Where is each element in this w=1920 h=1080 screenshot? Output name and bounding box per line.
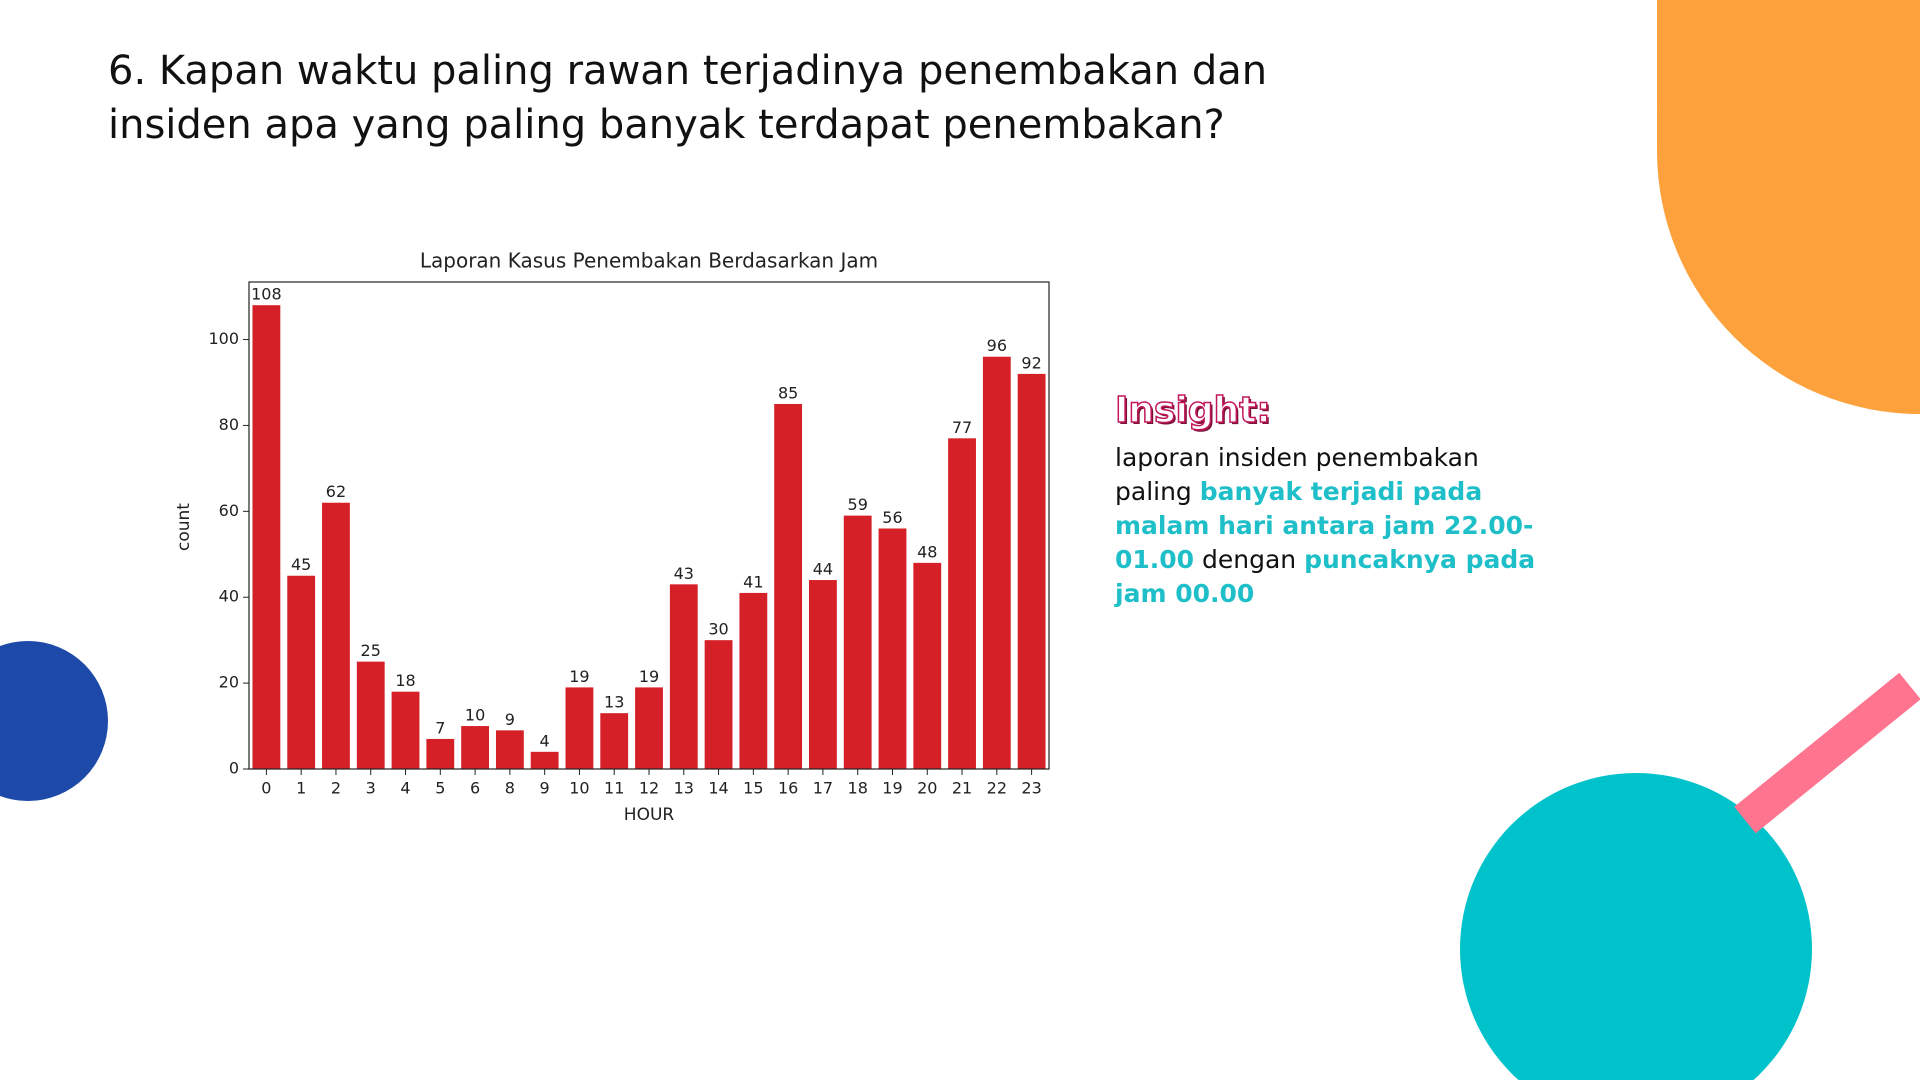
slide-title: 6. Kapan waktu paling rawan terjadinya p… — [108, 44, 1267, 152]
x-tick-label: 13 — [674, 779, 694, 798]
value-label: 96 — [987, 336, 1007, 355]
x-tick-label: 15 — [743, 779, 763, 798]
insight-highlight: banyak terjadi pada malam hari antara ja… — [1115, 477, 1534, 574]
x-axis-label: HOUR — [624, 805, 675, 825]
value-label: 92 — [1021, 353, 1041, 372]
value-label: 9 — [505, 710, 515, 729]
value-label: 43 — [674, 564, 694, 583]
bar — [252, 305, 281, 769]
bar — [669, 584, 698, 769]
value-label: 25 — [361, 641, 381, 660]
x-tick-label: 16 — [778, 779, 798, 798]
x-tick-label: 23 — [1021, 779, 1041, 798]
x-tick-label: 22 — [987, 779, 1007, 798]
bar — [878, 528, 907, 769]
x-tick-label: 5 — [435, 779, 445, 798]
pink-bar — [1734, 672, 1920, 834]
value-label: 19 — [639, 667, 659, 686]
value-label: 48 — [917, 542, 937, 561]
x-tick-label: 18 — [848, 779, 868, 798]
bar — [391, 691, 420, 769]
value-label: 108 — [251, 285, 282, 304]
bar — [600, 713, 629, 769]
x-tick-label: 21 — [952, 779, 972, 798]
x-tick-label: 2 — [331, 779, 341, 798]
bar — [739, 592, 768, 769]
value-label: 45 — [291, 555, 311, 574]
x-tick-label: 9 — [540, 779, 550, 798]
x-tick-label: 10 — [569, 779, 589, 798]
x-tick-label: 8 — [505, 779, 515, 798]
y-tick-label: 20 — [219, 673, 239, 692]
plot-frame — [248, 281, 1050, 770]
y-axis-label: count — [174, 503, 194, 551]
bar — [495, 730, 524, 769]
insight-highlight: puncaknya pada jam 00.00 — [1115, 545, 1536, 608]
x-tick-label: 4 — [400, 779, 410, 798]
bar — [356, 661, 385, 769]
bar — [913, 562, 942, 769]
bar — [426, 738, 455, 769]
x-tick-label: 0 — [261, 779, 271, 798]
value-label: 7 — [435, 718, 445, 737]
bar — [948, 438, 976, 769]
value-label: 77 — [952, 418, 972, 437]
value-label: 44 — [813, 560, 833, 579]
bar — [322, 502, 350, 769]
x-tick-label: 1 — [296, 779, 306, 798]
insight-heading: Insight: — [1114, 389, 1271, 432]
insight-body: laporan insiden penembakan paling banyak… — [1115, 441, 1560, 611]
teal-circle — [1460, 773, 1812, 1080]
y-tick-label: 60 — [219, 501, 239, 520]
value-label: 4 — [540, 731, 550, 750]
value-label: 41 — [743, 572, 763, 591]
value-label: 56 — [882, 508, 902, 527]
value-label: 10 — [465, 706, 485, 725]
bar — [1017, 373, 1046, 769]
x-tick-label: 17 — [813, 779, 833, 798]
x-tick-label: 19 — [882, 779, 902, 798]
value-label: 19 — [569, 667, 589, 686]
title-line: 6. Kapan waktu paling rawan terjadinya p… — [108, 48, 1268, 94]
value-label: 62 — [326, 482, 346, 501]
orange-shape — [1657, 0, 1920, 414]
bar — [704, 640, 733, 769]
bar — [982, 356, 1011, 769]
value-label: 59 — [848, 495, 868, 514]
x-tick-label: 11 — [604, 779, 624, 798]
value-label: 30 — [708, 620, 728, 639]
x-tick-label: 3 — [366, 779, 376, 798]
x-tick-label: 14 — [708, 779, 728, 798]
y-tick-label: 40 — [219, 587, 239, 606]
bar — [461, 726, 489, 769]
insight-text: dengan — [1194, 545, 1305, 574]
chart-title: Laporan Kasus Penembakan Berdasarkan Jam — [420, 249, 878, 273]
bar — [635, 687, 663, 769]
bar — [530, 751, 559, 769]
y-tick-label: 80 — [219, 415, 239, 434]
y-tick-label: 0 — [229, 759, 239, 778]
x-tick-label: 12 — [639, 779, 659, 798]
bar — [287, 575, 316, 769]
x-tick-label: 20 — [917, 779, 937, 798]
bar — [774, 403, 803, 769]
insight: Insight: laporan insiden penembakan pali… — [1114, 389, 1560, 611]
x-tick-label: 6 — [470, 779, 480, 798]
bar — [843, 515, 872, 769]
value-label: 85 — [778, 383, 798, 402]
title-line: insiden apa yang paling banyak terdapat … — [108, 102, 1225, 148]
y-tick-label: 100 — [208, 329, 239, 348]
bar — [809, 580, 837, 769]
blue-circle — [0, 641, 108, 801]
value-label: 18 — [395, 671, 415, 690]
value-label: 13 — [604, 693, 624, 712]
insight-text: laporan insiden penembakan paling — [1115, 443, 1479, 506]
bar — [565, 687, 594, 769]
